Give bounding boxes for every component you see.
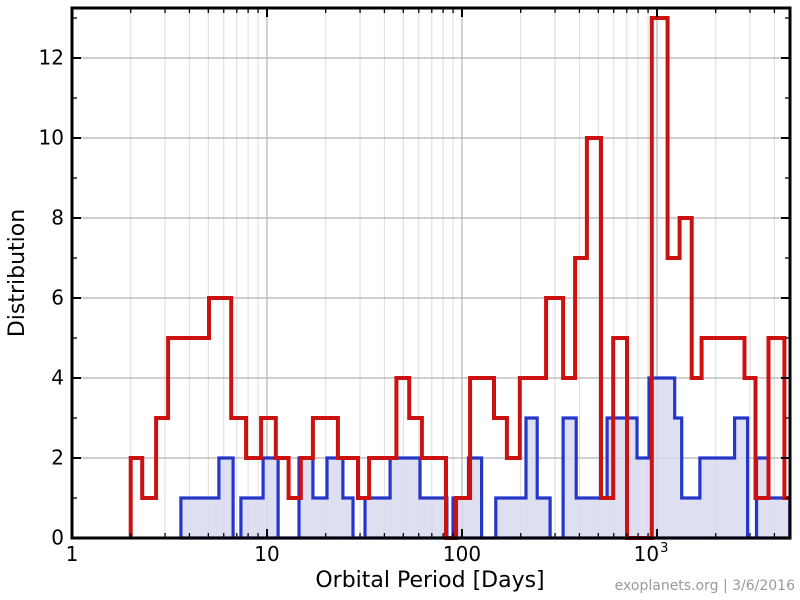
- histogram-series: [128, 16, 792, 540]
- x-tick-label-10: 10: [254, 542, 279, 566]
- plot-frame: [70, 6, 792, 540]
- y-tick-label-2: 2: [51, 446, 64, 470]
- watermark-credit: exoplanets.org | 3/6/2016: [615, 578, 795, 594]
- x-tick-label-100: 100: [443, 542, 481, 566]
- y-axis-title: Distribution: [5, 209, 30, 337]
- y-tick-label-6: 6: [51, 286, 64, 310]
- y-tick-label-10: 10: [39, 126, 64, 150]
- y-tick-label-4: 4: [51, 366, 64, 390]
- y-tick-label-12: 12: [39, 46, 64, 70]
- x-tick-label-1: 1: [66, 542, 79, 566]
- x-axis-title: Orbital Period [Days]: [315, 568, 544, 593]
- red-histogram-line: [128, 16, 790, 540]
- y-tick-label-0: 0: [51, 526, 64, 550]
- x-tick-1000-exponent: 3: [660, 541, 668, 556]
- y-tick-label-8: 8: [51, 206, 64, 230]
- x-tick-label-1000: 103: [634, 541, 669, 566]
- x-tick-1000-base: 10: [634, 542, 659, 566]
